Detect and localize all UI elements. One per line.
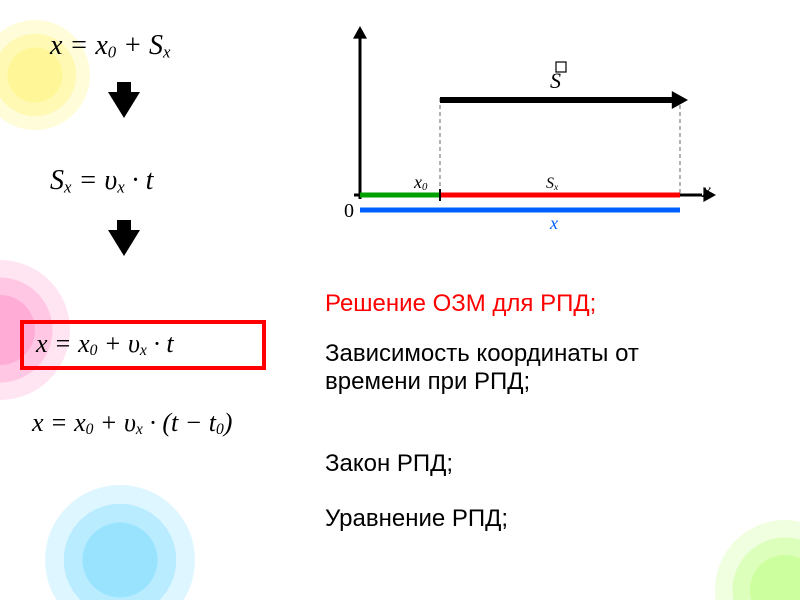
equation-3-box: x = x0 + υx · t	[20, 320, 266, 370]
equation-4: x = x0 + υx · (t − t0)	[32, 408, 232, 439]
axis-diagram: 0x0SxxxS	[310, 20, 720, 245]
caption-equation: Уравнение РПД;	[325, 505, 508, 533]
down-arrow-2	[108, 220, 140, 256]
down-arrow-1	[108, 82, 140, 118]
caption-solution: Решение ОЗМ для РПД;	[325, 290, 596, 318]
equation-1: x = x0 + Sx	[50, 30, 171, 62]
equation-2: Sx = υx · t	[50, 165, 153, 197]
equation-3: x = x0 + υx · t	[36, 329, 174, 360]
caption-law: Закон РПД;	[325, 450, 453, 478]
caption-dependency: Зависимость координаты от времени при РП…	[325, 340, 645, 396]
